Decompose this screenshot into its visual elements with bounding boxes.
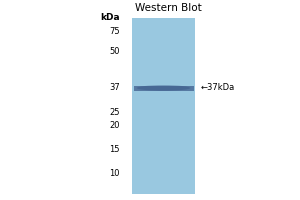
Text: 25: 25 [110,108,120,117]
Bar [134,86,194,90]
Text: ←37kDa: ←37kDa [201,84,235,92]
Text: 75: 75 [110,26,120,36]
Text: 15: 15 [110,144,120,154]
Text: Western Blot: Western Blot [135,3,201,13]
Text: 10: 10 [110,168,120,178]
Text: 20: 20 [110,120,120,130]
Text: 50: 50 [110,47,120,56]
Ellipse shape [137,85,190,91]
Bar [132,18,195,194]
Text: kDa: kDa [100,12,120,21]
Text: 37: 37 [109,84,120,92]
